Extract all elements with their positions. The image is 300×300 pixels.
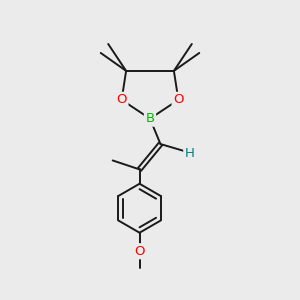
- Text: O: O: [173, 93, 184, 106]
- Text: H: H: [185, 147, 195, 160]
- Text: O: O: [116, 93, 127, 106]
- Text: O: O: [134, 245, 145, 258]
- Text: B: B: [146, 112, 154, 125]
